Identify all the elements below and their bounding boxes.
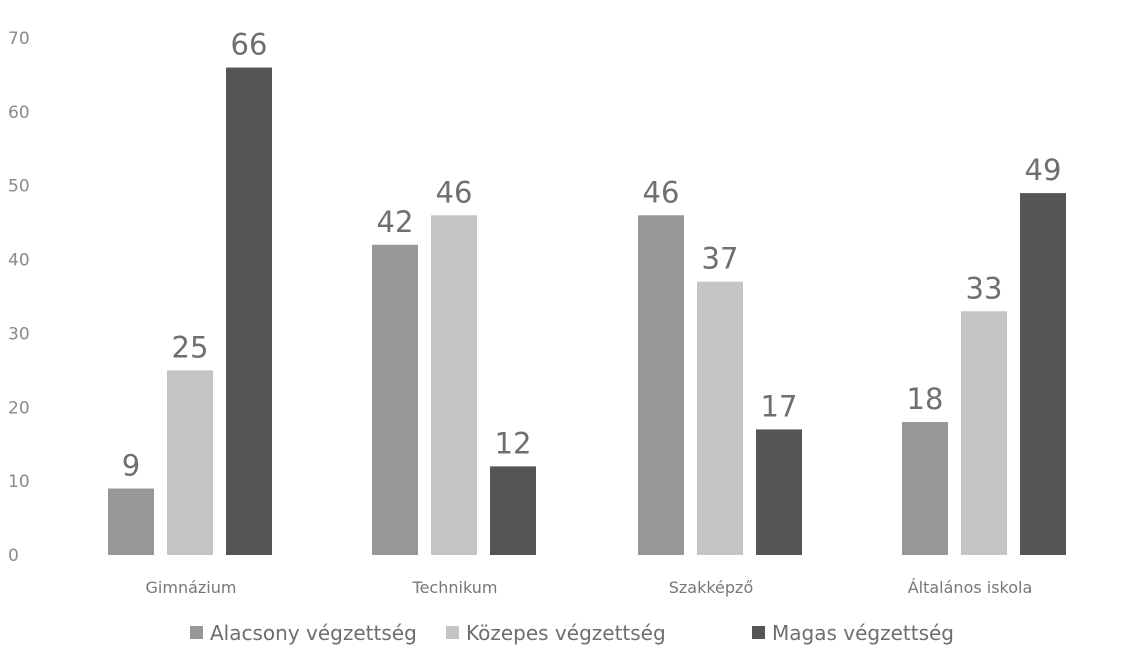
bar bbox=[490, 466, 536, 555]
data-label: 46 bbox=[436, 175, 473, 209]
bar bbox=[756, 429, 802, 555]
legend-label: Magas végzettség bbox=[772, 621, 954, 645]
x-category-label: Gimnázium bbox=[146, 578, 237, 597]
y-tick-label: 10 bbox=[8, 472, 30, 492]
y-tick-label: 20 bbox=[8, 398, 30, 418]
data-label: 66 bbox=[231, 28, 268, 62]
data-label: 17 bbox=[761, 389, 798, 423]
legend-swatch bbox=[446, 626, 459, 639]
legend-swatch bbox=[752, 626, 765, 639]
y-tick-label: 60 bbox=[8, 103, 30, 123]
bar bbox=[697, 281, 743, 555]
bar bbox=[108, 488, 154, 555]
data-label: 37 bbox=[702, 242, 739, 276]
x-category-label: Szakképző bbox=[669, 578, 754, 597]
data-label: 9 bbox=[122, 449, 140, 483]
bar bbox=[1020, 193, 1066, 555]
y-tick-label: 40 bbox=[8, 251, 30, 271]
bar bbox=[167, 370, 213, 555]
x-category-label: Technikum bbox=[412, 578, 498, 597]
y-tick-label: 70 bbox=[8, 29, 30, 49]
bar bbox=[961, 311, 1007, 555]
bar bbox=[638, 215, 684, 555]
bar bbox=[226, 67, 272, 556]
bar bbox=[902, 422, 948, 555]
data-label: 18 bbox=[907, 382, 944, 416]
y-tick-label: 30 bbox=[8, 324, 30, 344]
y-tick-label: 0 bbox=[8, 546, 19, 566]
x-category-label: Általános iskola bbox=[908, 578, 1033, 597]
data-label: 46 bbox=[643, 175, 680, 209]
legend-swatch bbox=[190, 626, 203, 639]
bar bbox=[431, 215, 477, 555]
data-label: 49 bbox=[1025, 153, 1062, 187]
data-label: 33 bbox=[966, 271, 1003, 305]
legend-label: Közepes végzettség bbox=[466, 621, 666, 645]
data-label: 42 bbox=[377, 205, 414, 239]
y-tick-label: 50 bbox=[8, 177, 30, 197]
data-label: 25 bbox=[172, 330, 209, 364]
data-label: 12 bbox=[495, 426, 532, 460]
legend-label: Alacsony végzettség bbox=[210, 621, 417, 645]
bar bbox=[372, 244, 418, 556]
